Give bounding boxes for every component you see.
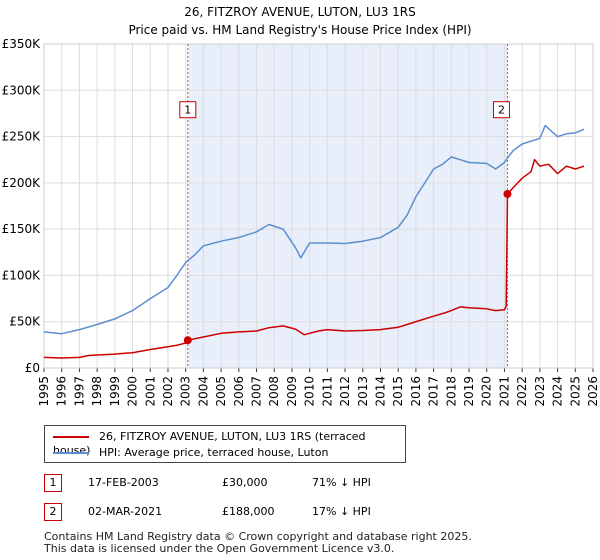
sale-hpi-diff: 71% ↓ HPI <box>312 476 371 489</box>
sale-marker-box: 2 <box>44 503 62 521</box>
x-tick-label: 2004 <box>196 376 210 407</box>
x-tick-label: 2016 <box>409 376 423 407</box>
ownership-period-shade <box>187 44 508 368</box>
hpi-line <box>43 124 585 335</box>
footer-line-2: This data is licensed under the Open Gov… <box>44 542 395 555</box>
x-tick-label: 2022 <box>515 376 529 407</box>
sale-label-box <box>492 101 510 119</box>
y-tick-label: £250K <box>2 130 42 144</box>
x-tick-label: 2001 <box>143 376 157 407</box>
x-tick-label: 2008 <box>267 376 281 407</box>
x-tick-label: 2015 <box>391 376 405 407</box>
x-tick-label: 1996 <box>55 376 69 407</box>
legend-hpi-label: HPI: Average price, terraced house, Luto… <box>99 446 329 459</box>
y-tick-label: £200K <box>2 176 42 190</box>
legend: 26, FITZROY AVENUE, LUTON, LU3 1RS (terr… <box>44 425 406 463</box>
x-tick-label: 2012 <box>338 376 352 407</box>
x-tick-label: 2003 <box>179 376 193 407</box>
x-tick-label: 2024 <box>551 376 565 407</box>
price-chart: 26, FITZROY AVENUE, LUTON, LU3 1RS Price … <box>2 5 600 407</box>
plot-border <box>43 43 594 369</box>
footer-line-1: Contains HM Land Registry data © Crown c… <box>44 530 472 543</box>
x-tick-label: 2017 <box>427 376 441 407</box>
x-tick-label: 2007 <box>250 376 264 407</box>
x-tick-label: 2021 <box>497 376 511 407</box>
footer: Contains HM Land Registry data © Crown c… <box>44 531 472 555</box>
x-tick-label: 2006 <box>232 376 246 407</box>
legend-property-swatch <box>53 436 89 438</box>
x-tick-label: 2010 <box>303 376 317 407</box>
y-tick-label: £350K <box>2 37 42 51</box>
x-tick-label: 2002 <box>161 376 175 407</box>
chart-subtitle: Price paid vs. HM Land Registry's House … <box>128 23 471 37</box>
sale-point <box>503 189 512 198</box>
x-tick-label: 2023 <box>533 376 547 407</box>
sale-point <box>183 336 192 345</box>
x-tick-label: 2009 <box>285 376 299 407</box>
x-tick-label: 2014 <box>373 376 387 407</box>
x-tick-label: 2025 <box>568 376 582 407</box>
x-tick-label: 2020 <box>480 376 494 407</box>
sale-hpi-diff: 17% ↓ HPI <box>312 505 371 518</box>
y-tick-label: £0 <box>25 361 40 375</box>
property-price-line <box>43 158 585 359</box>
sale-date: 02-MAR-2021 <box>88 505 163 518</box>
y-tick-label: £50K <box>9 315 41 329</box>
x-tick-label: 2000 <box>126 376 140 407</box>
x-tick-label: 2018 <box>444 376 458 407</box>
sale-marker-box: 1 <box>44 474 62 492</box>
legend-property: 26, FITZROY AVENUE, LUTON, LU3 1RS (terr… <box>53 430 405 457</box>
sale-label-box <box>179 101 197 119</box>
legend-hpi-swatch <box>53 452 89 454</box>
sale-label: 1 <box>184 104 191 117</box>
legend-hpi: HPI: Average price, terraced house, Luto… <box>53 446 328 460</box>
x-tick-label: 1997 <box>72 376 86 407</box>
x-tick-label: 2011 <box>320 376 334 407</box>
chart-title: 26, FITZROY AVENUE, LUTON, LU3 1RS <box>184 5 416 19</box>
sale-price: £30,000 <box>222 476 268 489</box>
sale-date: 17-FEB-2003 <box>88 476 159 489</box>
y-tick-label: £300K <box>2 83 42 97</box>
x-tick-label: 1995 <box>37 376 51 407</box>
x-tick-label: 2005 <box>214 376 228 407</box>
x-tick-label: 1999 <box>108 376 122 407</box>
x-tick-label: 2013 <box>356 376 370 407</box>
x-tick-label: 1998 <box>90 376 104 407</box>
x-tick-label: 2019 <box>462 376 476 407</box>
sale-price: £188,000 <box>222 505 275 518</box>
sale-label: 2 <box>498 104 505 117</box>
y-tick-label: £150K <box>2 222 42 236</box>
y-tick-label: £100K <box>2 268 42 282</box>
x-tick-label: 2026 <box>586 376 600 407</box>
